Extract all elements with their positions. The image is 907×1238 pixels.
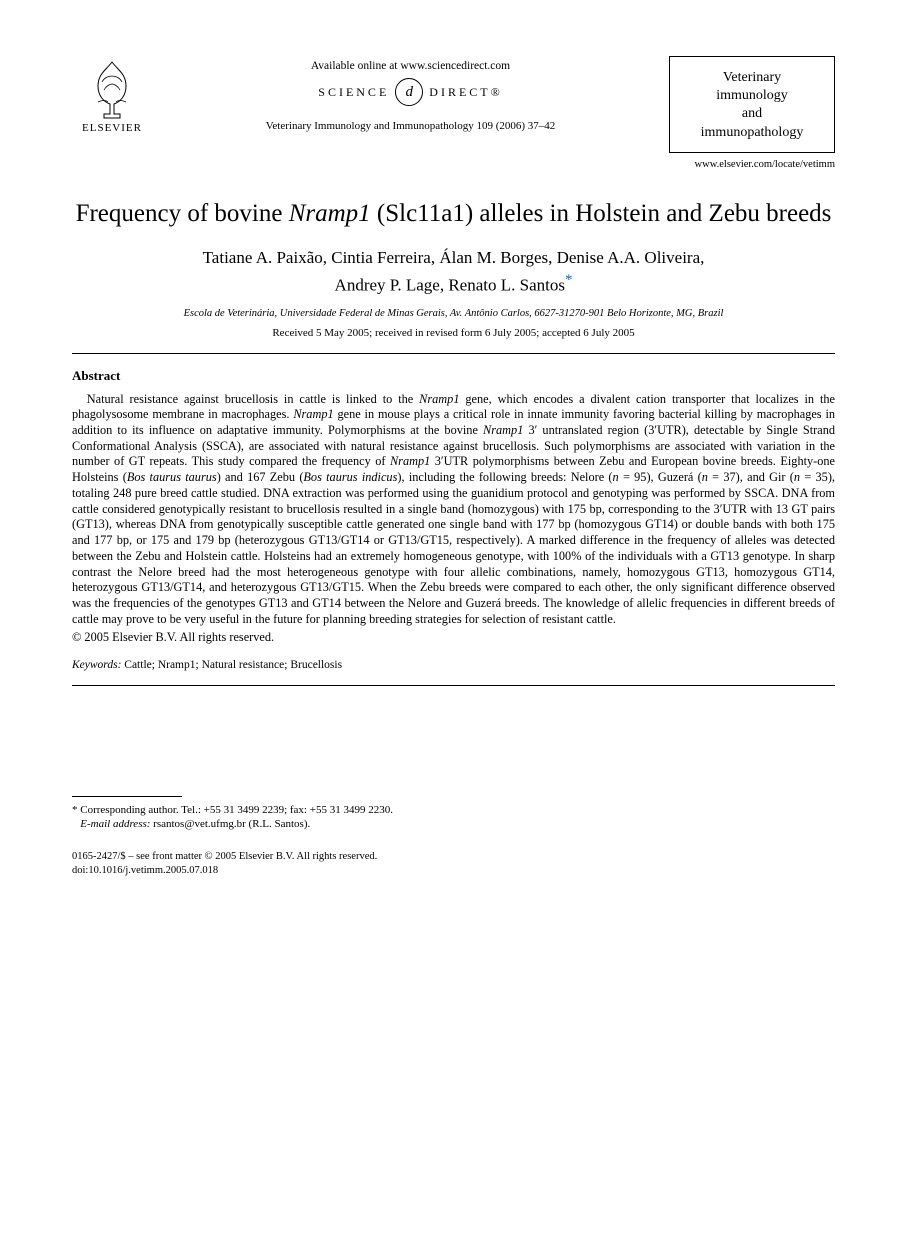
sd-glyph-icon: d <box>395 78 423 106</box>
journal-box-line: Veterinary <box>676 69 828 87</box>
keywords-label: Keywords: <box>72 659 121 671</box>
corresponding-star-icon: * <box>565 272 573 288</box>
header-center: Available online at www.sciencedirect.co… <box>152 56 669 132</box>
sd-word-left: SCIENCE <box>318 85 389 100</box>
abstract-fragment: Nramp1 <box>419 392 459 406</box>
abstract-fragment: Nramp1 <box>483 423 523 437</box>
footer-block: 0165-2427/$ – see front matter © 2005 El… <box>72 850 835 878</box>
journal-box-line: and <box>676 105 828 123</box>
journal-box-line: immunopathology <box>676 124 828 142</box>
doi-line: doi:10.1016/j.vetimm.2005.07.018 <box>72 864 835 878</box>
abstract-fragment: Bos taurus taurus <box>127 470 217 484</box>
affiliation: Escola de Veterinária, Universidade Fede… <box>72 308 835 319</box>
journal-box-line: immunology <box>676 87 828 105</box>
abstract-fragment: Nramp1 <box>293 407 333 421</box>
title-pre: Frequency of bovine <box>76 200 289 227</box>
article-dates: Received 5 May 2005; received in revised… <box>72 327 835 339</box>
keywords-value: Cattle; Nramp1; Natural resistance; Bruc… <box>121 659 342 671</box>
journal-box-wrap: Veterinary immunology and immunopatholog… <box>669 56 835 153</box>
title-post: (Slc11a1) alleles in Holstein and Zebu b… <box>371 200 832 227</box>
authors-line1: Tatiane A. Paixão, Cintia Ferreira, Álan… <box>203 248 705 267</box>
issn-line: 0165-2427/$ – see front matter © 2005 El… <box>72 850 835 864</box>
elsevier-tree-icon <box>80 56 144 120</box>
keywords: Keywords: Cattle; Nramp1; Natural resist… <box>72 659 835 671</box>
publisher-name: ELSEVIER <box>82 122 142 134</box>
abstract-fragment: Bos taurus indicus <box>303 470 397 484</box>
journal-url: www.elsevier.com/locate/vetimm <box>72 159 835 170</box>
email-value: rsantos@vet.ufmg.br (R.L. Santos). <box>150 818 310 830</box>
title-ital: Nramp1 <box>289 200 371 227</box>
abstract-body: Natural resistance against brucellosis i… <box>72 392 835 628</box>
divider <box>72 353 835 354</box>
corresponding-text: Corresponding author. Tel.: +55 31 3499 … <box>78 804 393 816</box>
abstract-fragment: Natural resistance against brucellosis i… <box>87 392 419 406</box>
abstract-fragment: Nramp1 <box>390 454 430 468</box>
abstract-fragment: = 37), and Gir ( <box>708 470 794 484</box>
sd-word-right: DIRECT® <box>429 85 502 100</box>
journal-title-box: Veterinary immunology and immunopatholog… <box>669 56 835 153</box>
abstract-fragment: = 95), Guzerá ( <box>619 470 702 484</box>
copyright-line: © 2005 Elsevier B.V. All rights reserved… <box>72 630 835 645</box>
divider <box>72 685 835 686</box>
footnote-divider <box>72 796 182 797</box>
article-title: Frequency of bovine Nramp1 (Slc11a1) all… <box>72 198 835 229</box>
abstract-heading: Abstract <box>72 368 835 384</box>
abstract-fragment: ) and 167 Zebu ( <box>217 470 304 484</box>
journal-reference: Veterinary Immunology and Immunopatholog… <box>266 120 556 132</box>
email-label: E-mail address: <box>80 818 150 830</box>
elsevier-logo: ELSEVIER <box>72 56 152 134</box>
abstract-fragment: = 35), totaling 248 pure breed cattle st… <box>72 470 835 626</box>
sciencedirect-logo: SCIENCE d DIRECT® <box>318 78 502 106</box>
corresponding-note: * Corresponding author. Tel.: +55 31 349… <box>72 803 835 833</box>
header-row: ELSEVIER Available online at www.science… <box>72 56 835 153</box>
authors-line2: Andrey P. Lage, Renato L. Santos <box>335 276 565 295</box>
abstract-fragment: ), including the following breeds: Nelor… <box>397 470 612 484</box>
available-online-text: Available online at www.sciencedirect.co… <box>311 60 510 72</box>
authors: Tatiane A. Paixão, Cintia Ferreira, Álan… <box>72 247 835 298</box>
